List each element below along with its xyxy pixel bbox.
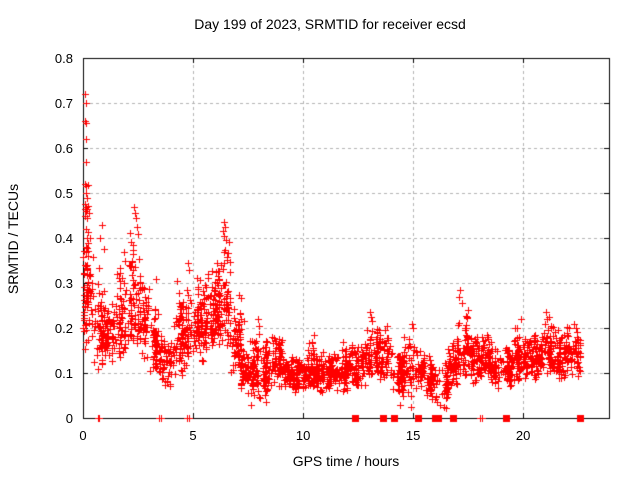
y-tick-label: 0 (65, 411, 73, 426)
x-tick-label: 10 (295, 428, 311, 443)
x-tick-label: 15 (405, 428, 421, 443)
y-tick-label: 0.8 (54, 51, 73, 66)
x-axis-label: GPS time / hours (292, 453, 400, 469)
y-tick-label: 0.1 (54, 366, 73, 381)
x-tick-label: 5 (189, 428, 197, 443)
y-tick-label: 0.5 (54, 186, 73, 201)
y-tick-label: 0.3 (54, 276, 73, 291)
x-tick-label: 20 (515, 428, 531, 443)
y-tick-label: 0.6 (54, 141, 73, 156)
y-tick-label: 0.2 (54, 321, 73, 336)
chart-title: Day 199 of 2023, SRMTID for receiver ecs… (194, 16, 466, 32)
x-tick-label: 0 (79, 428, 87, 443)
y-tick-label: 0.7 (54, 96, 73, 111)
y-tick-label: 0.4 (54, 231, 73, 246)
